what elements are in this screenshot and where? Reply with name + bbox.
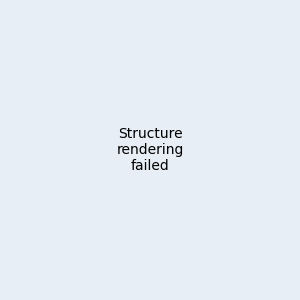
Text: Structure
rendering
failed: Structure rendering failed bbox=[116, 127, 184, 173]
